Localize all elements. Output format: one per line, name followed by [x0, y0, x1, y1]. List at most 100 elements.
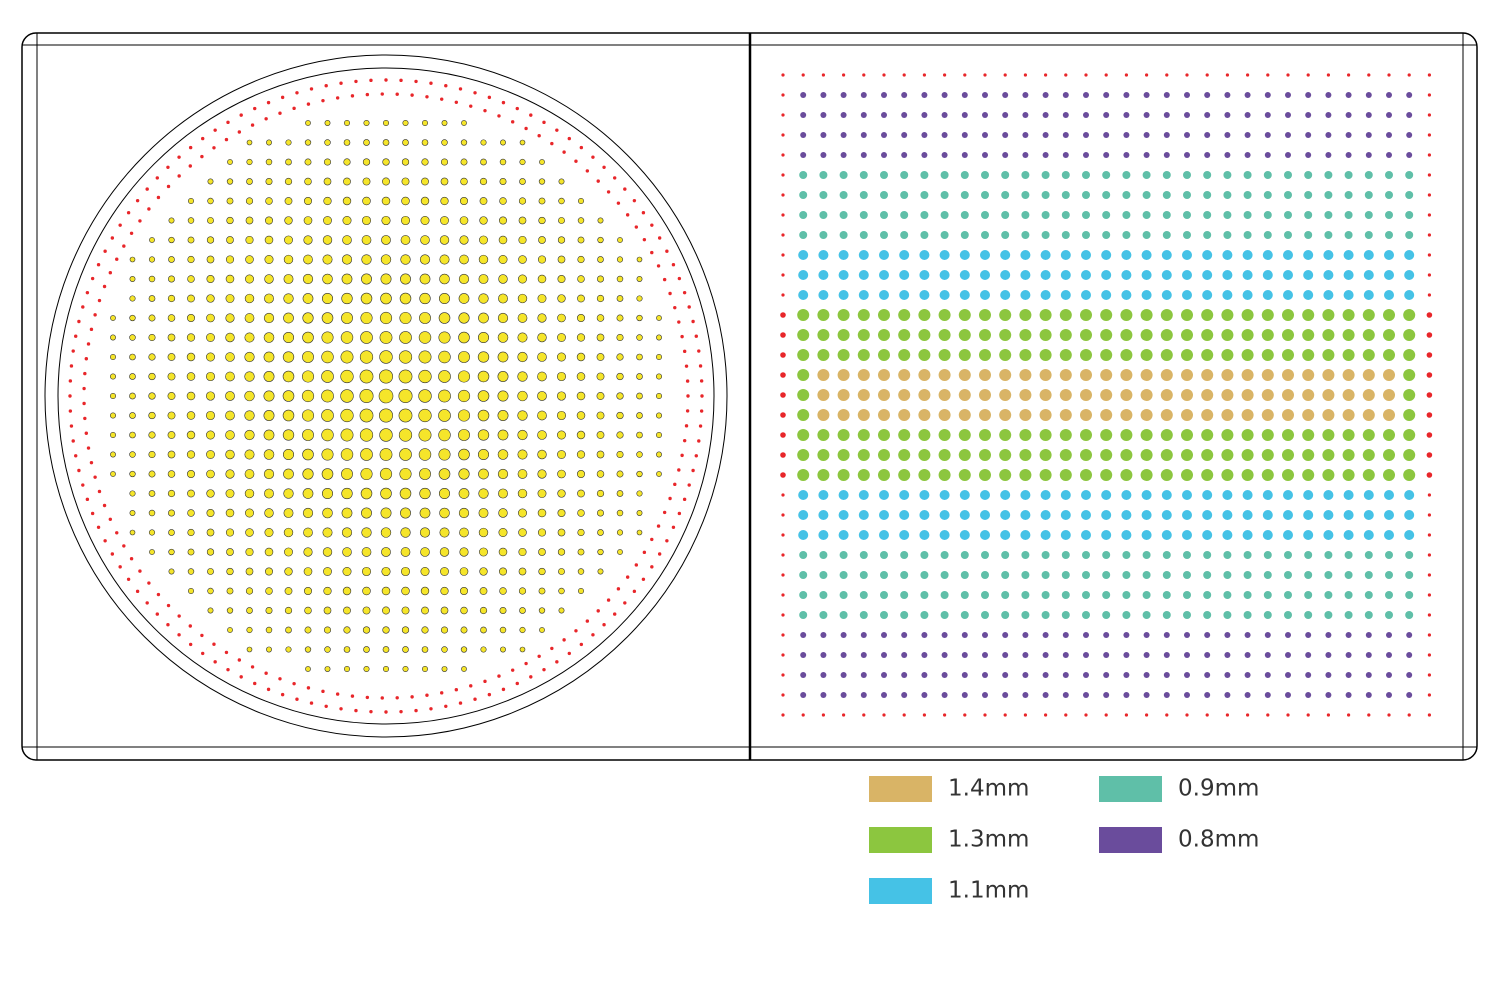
dot — [168, 217, 175, 224]
edge-dot — [200, 154, 204, 159]
grid-dot — [1102, 551, 1111, 559]
edge-dot — [103, 249, 107, 253]
grid-dot — [1383, 309, 1395, 321]
grid-dot — [1241, 349, 1254, 361]
dot — [382, 606, 390, 615]
grid-dot — [799, 571, 808, 579]
dot — [303, 586, 313, 596]
dot — [497, 468, 509, 480]
grid-dot — [882, 713, 886, 717]
dot — [402, 119, 409, 127]
grid-dot — [1263, 551, 1272, 559]
dot — [421, 177, 429, 186]
grid-dot — [1222, 510, 1233, 520]
dot — [597, 275, 604, 283]
grid-dot — [1221, 329, 1234, 341]
grid-dot — [1362, 309, 1375, 321]
grid-dot — [1325, 132, 1332, 138]
grid-dot — [1324, 211, 1333, 219]
dot — [577, 255, 585, 264]
grid-dot — [1426, 412, 1433, 418]
grid-dot — [1304, 231, 1313, 239]
grid-dot — [1161, 250, 1172, 260]
grid-dot — [1223, 611, 1232, 619]
edge-dot — [668, 291, 672, 296]
dot — [225, 410, 235, 421]
grid-dot — [981, 571, 989, 579]
grid-dot — [1303, 270, 1314, 280]
edge-dot — [524, 126, 528, 131]
grid-dot — [1060, 290, 1071, 300]
grid-dot — [1140, 369, 1153, 381]
dot — [304, 158, 312, 166]
edge-dot — [395, 696, 399, 700]
grid-dot — [1323, 290, 1334, 300]
grid-dot — [1143, 692, 1150, 698]
edge-dot — [84, 431, 89, 435]
dot — [518, 235, 527, 245]
edge-dot — [188, 624, 192, 628]
grid-dot — [781, 133, 785, 137]
grid-dot — [1181, 349, 1193, 361]
dot — [616, 275, 624, 283]
edge-dot — [138, 569, 142, 573]
grid-dot — [880, 551, 888, 559]
dot — [148, 411, 156, 420]
grid-dot — [840, 92, 847, 98]
dot — [517, 293, 528, 304]
grid-dot — [858, 510, 869, 520]
dot — [421, 139, 429, 146]
grid-dot — [1162, 611, 1171, 619]
dot — [342, 216, 352, 225]
dot — [168, 236, 175, 244]
dot — [246, 178, 253, 185]
grid-dot — [941, 132, 948, 138]
grid-dot — [1042, 652, 1049, 658]
dot — [263, 449, 275, 460]
dot — [499, 626, 507, 634]
dot — [557, 236, 566, 244]
grid-dot — [1225, 713, 1229, 717]
grid-dot — [1160, 349, 1173, 361]
edge-dot — [562, 638, 566, 642]
dot — [578, 588, 584, 594]
edge-dot — [177, 633, 181, 637]
grid-dot — [780, 412, 786, 418]
grid-dot — [1120, 409, 1133, 421]
edge-dot — [542, 120, 546, 125]
grid-dot — [1082, 571, 1090, 579]
dot — [226, 587, 234, 595]
edge-dot — [677, 468, 681, 472]
edge-dot — [69, 424, 74, 428]
dot — [343, 139, 351, 146]
grid-dot — [857, 329, 870, 341]
dot — [341, 507, 353, 519]
grid-dot — [983, 73, 987, 77]
grid-dot — [781, 293, 785, 297]
edge-dot — [642, 237, 647, 242]
grid-dot — [1002, 152, 1009, 158]
grid-dot — [1285, 92, 1291, 98]
grid-dot — [1060, 490, 1071, 500]
grid-dot — [1083, 692, 1089, 698]
dot — [207, 607, 214, 614]
dot — [303, 216, 313, 225]
grid-dot — [1385, 191, 1393, 199]
grid-dot — [1385, 211, 1393, 219]
grid-dot — [1183, 231, 1191, 239]
grid-dot — [1342, 449, 1355, 461]
grid-dot — [1403, 309, 1416, 321]
outer-circle — [44, 54, 728, 738]
grid-dot — [1347, 713, 1351, 717]
grid-dot — [959, 250, 970, 260]
grid-dot — [1103, 652, 1110, 658]
grid-dot — [1001, 591, 1010, 599]
dot — [616, 450, 624, 459]
dot — [302, 273, 314, 285]
grid-dot — [1325, 152, 1332, 158]
grid-dot — [919, 250, 930, 260]
dot — [186, 352, 196, 362]
grid-dot — [819, 171, 828, 179]
edge-dot — [641, 577, 646, 581]
grid-dot — [1182, 490, 1192, 500]
